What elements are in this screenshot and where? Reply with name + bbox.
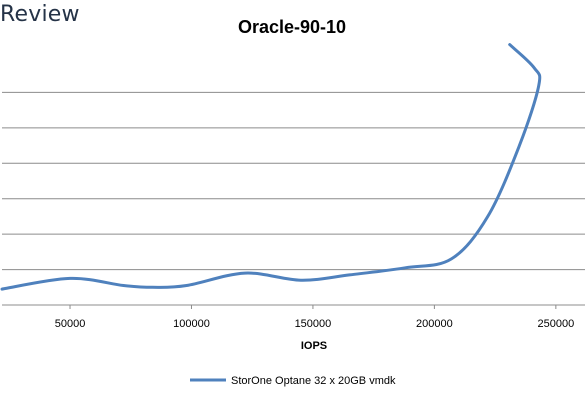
series-line [0, 43, 542, 291]
x-tick-label: 200000 [416, 318, 453, 330]
brand-logo: Review [0, 2, 80, 27]
legend-label: StorOne Optane 32 x 20GB vmdk [231, 375, 396, 387]
x-tick-label: 50000 [55, 318, 86, 330]
x-tick-label: 250000 [537, 318, 574, 330]
x-axis-ticks: 50000 100000 150000 200000 250000 [55, 305, 574, 330]
gridlines [2, 91, 585, 306]
x-axis-label: IOPS [301, 340, 327, 352]
x-tick-label: 100000 [173, 318, 210, 330]
series-lines [0, 43, 542, 291]
x-tick-label: 150000 [295, 318, 332, 330]
chart-title: Oracle-90-10 [238, 17, 346, 37]
legend: StorOne Optane 32 x 20GB vmdk [190, 375, 396, 387]
